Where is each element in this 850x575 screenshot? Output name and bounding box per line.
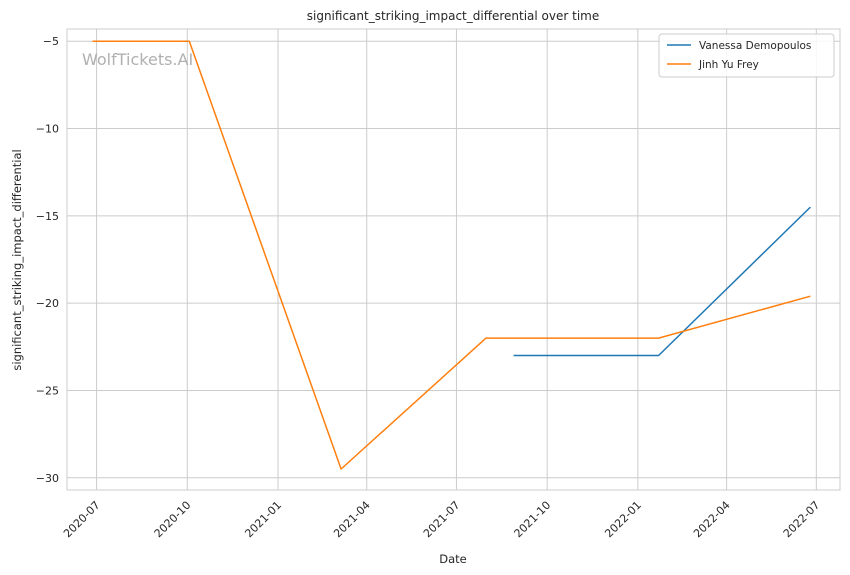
data-point-vanessa-demopoulos	[512, 354, 515, 357]
data-point-jinh-yu-frey	[809, 295, 812, 298]
y-tick-label: −20	[36, 297, 59, 310]
legend: Vanessa Demopoulos Jinh Yu Frey	[658, 33, 835, 78]
data-point-jinh-yu-frey	[340, 468, 343, 471]
x-tick-label: 2020-07	[61, 499, 103, 541]
data-point-jinh-yu-frey	[657, 337, 660, 340]
x-tick-label: 2021-07	[421, 499, 463, 541]
legend-box	[658, 33, 835, 78]
x-tick-label: 2021-04	[331, 499, 373, 541]
watermark: WolfTickets.AI	[82, 50, 193, 69]
data-point-jinh-yu-frey	[91, 40, 94, 43]
x-axis-ticks: 2020-07 2020-10 2021-01 2021-04 2021-07 2021-…	[61, 499, 822, 541]
x-tick-label: 2022-01	[602, 499, 644, 541]
x-tick-label: 2022-04	[691, 499, 733, 541]
data-point-jinh-yu-frey	[485, 337, 488, 340]
y-axis-ticks: −5 −10 −15 −20 −25 −30	[36, 35, 59, 485]
x-tick-label: 2021-01	[242, 499, 284, 541]
y-tick-label: −25	[36, 384, 59, 397]
plot-area	[66, 28, 841, 491]
x-tick-label: 2022-07	[781, 499, 823, 541]
y-tick-label: −10	[36, 123, 59, 136]
x-tick-label: 2020-10	[152, 499, 194, 541]
data-point-jinh-yu-frey	[188, 40, 191, 43]
x-tick-label: 2021-10	[512, 499, 554, 541]
x-axis-label: Date	[439, 552, 467, 566]
series-line-vanessa-demopoulos	[513, 206, 811, 357]
y-tick-label: −15	[36, 210, 59, 223]
y-tick-label: −30	[36, 472, 59, 485]
grid	[67, 29, 840, 490]
chart-title: significant_striking_impact_differential…	[307, 9, 599, 23]
data-point-vanessa-demopoulos	[657, 354, 660, 357]
series-lines	[91, 40, 812, 471]
series-line-jinh-yu-frey	[92, 40, 811, 470]
y-axis-label: significant_striking_impact_differential	[10, 149, 24, 370]
legend-label-jinh-yu-frey: Jinh Yu Frey	[698, 59, 759, 71]
data-point-vanessa-demopoulos	[809, 206, 812, 209]
legend-label-vanessa-demopoulos: Vanessa Demopoulos	[699, 40, 811, 52]
y-tick-label: −5	[43, 35, 59, 48]
